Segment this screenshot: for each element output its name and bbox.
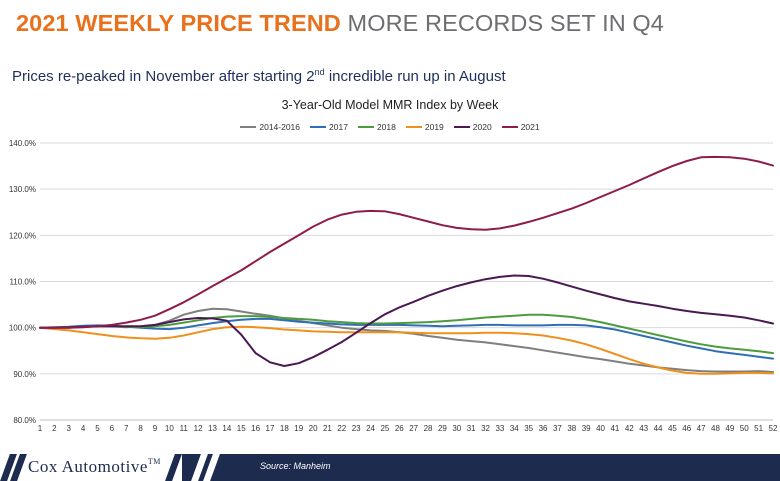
x-tick-label: 16 bbox=[251, 424, 260, 433]
cox-automotive-logo: Cox AutomotiveTM bbox=[0, 454, 182, 481]
series-line-2018 bbox=[39, 313, 774, 355]
x-tick-label: 4 bbox=[81, 424, 86, 433]
y-tick-label: 130.0% bbox=[9, 185, 36, 194]
subtitle-part2: incredible run up in August bbox=[324, 68, 506, 85]
x-tick-label: 45 bbox=[668, 424, 677, 433]
x-tick-label: 26 bbox=[395, 424, 404, 433]
legend-item: 2019 bbox=[405, 122, 444, 132]
x-tick-label: 22 bbox=[337, 424, 346, 433]
legend-label: 2021 bbox=[520, 122, 540, 132]
x-tick-label: 28 bbox=[424, 424, 433, 433]
legend-item: 2020 bbox=[453, 122, 492, 132]
x-tick-label: 10 bbox=[165, 424, 174, 433]
footer-bar: Cox AutomotiveTM Source: Manheim bbox=[0, 454, 780, 481]
x-tick-label: 43 bbox=[639, 424, 648, 433]
chart-legend: 2014-2016 2017 2018 2019 2020 2021 bbox=[0, 122, 780, 132]
legend-item: 2018 bbox=[357, 122, 396, 132]
x-tick-label: 25 bbox=[380, 424, 389, 433]
x-tick-label: 23 bbox=[352, 424, 361, 433]
x-tick-label: 29 bbox=[438, 424, 447, 433]
x-tick-label: 30 bbox=[452, 424, 461, 433]
legend-item: 2014-2016 bbox=[240, 122, 300, 132]
x-tick-label: 33 bbox=[495, 424, 504, 433]
x-tick-label: 15 bbox=[237, 424, 246, 433]
legend-swatch bbox=[310, 126, 327, 128]
x-tick-label: 20 bbox=[309, 424, 318, 433]
x-tick-label: 38 bbox=[567, 424, 576, 433]
legend-item: 2017 bbox=[310, 122, 348, 132]
x-tick-label: 13 bbox=[208, 424, 217, 433]
subtitle-part1: Prices re-peaked in November after start… bbox=[12, 68, 315, 85]
y-tick-label: 110.0% bbox=[9, 278, 36, 287]
x-tick-label: 34 bbox=[510, 424, 519, 433]
logo-wordmark: Cox AutomotiveTM bbox=[28, 457, 161, 477]
x-tick-label: 40 bbox=[596, 424, 605, 433]
legend-swatch bbox=[501, 126, 518, 128]
x-tick-label: 37 bbox=[553, 424, 562, 433]
x-tick-label: 50 bbox=[740, 424, 749, 433]
legend-label: 2019 bbox=[424, 122, 444, 132]
logo-trademark: TM bbox=[147, 457, 161, 466]
legend-swatch bbox=[453, 126, 470, 128]
series-line-2021 bbox=[39, 155, 774, 329]
page-title-rest: MORE RECORDS SET IN Q4 bbox=[347, 10, 664, 36]
x-tick-label: 9 bbox=[153, 424, 158, 433]
page-title: 2021 WEEKLY PRICE TREND MORE RECORDS SET… bbox=[16, 10, 664, 37]
series-line-2017 bbox=[39, 317, 774, 360]
y-tick-label: 80.0% bbox=[13, 416, 36, 425]
x-tick-label: 32 bbox=[481, 424, 490, 433]
x-tick-label: 3 bbox=[67, 424, 72, 433]
x-tick-label: 41 bbox=[610, 424, 619, 433]
x-tick-label: 39 bbox=[582, 424, 591, 433]
x-tick-label: 18 bbox=[280, 424, 289, 433]
x-tick-label: 7 bbox=[124, 424, 129, 433]
logo-slash-icon bbox=[165, 454, 182, 481]
x-tick-label: 17 bbox=[266, 424, 275, 433]
y-tick-label: 90.0% bbox=[13, 370, 36, 379]
chart-title: 3-Year-Old Model MMR Index by Week bbox=[281, 98, 499, 112]
legend-label: 2018 bbox=[376, 122, 396, 132]
y-tick-label: 100.0% bbox=[9, 324, 36, 333]
series-line-2020 bbox=[39, 274, 774, 367]
x-tick-label: 19 bbox=[294, 424, 303, 433]
x-tick-label: 8 bbox=[138, 424, 143, 433]
page-subtitle: Prices re-peaked in November after start… bbox=[12, 67, 506, 85]
x-tick-label: 24 bbox=[366, 424, 375, 433]
x-tick-label: 6 bbox=[110, 424, 115, 433]
legend-label: 2014-2016 bbox=[259, 122, 301, 132]
x-tick-label: 31 bbox=[467, 424, 476, 433]
x-tick-label: 46 bbox=[682, 424, 691, 433]
x-tick-label: 51 bbox=[754, 424, 763, 433]
x-tick-label: 14 bbox=[222, 424, 231, 433]
logo-text: Cox Automotive bbox=[28, 457, 148, 476]
series-line-2019 bbox=[39, 325, 774, 375]
legend-label: 2017 bbox=[329, 122, 348, 132]
legend-swatch bbox=[240, 126, 257, 128]
legend-item: 2021 bbox=[501, 122, 540, 132]
x-tick-label: 52 bbox=[769, 424, 778, 433]
y-tick-label: 140.0% bbox=[9, 139, 36, 148]
x-tick-label: 27 bbox=[409, 424, 418, 433]
x-tick-label: 12 bbox=[194, 424, 203, 433]
x-tick-label: 11 bbox=[180, 424, 189, 433]
x-tick-label: 2 bbox=[52, 424, 57, 433]
subtitle-superscript: nd bbox=[314, 67, 325, 77]
x-tick-label: 1 bbox=[38, 424, 43, 433]
x-tick-label: 21 bbox=[323, 424, 332, 433]
legend-swatch bbox=[357, 126, 374, 128]
x-tick-label: 44 bbox=[654, 424, 663, 433]
y-tick-label: 120.0% bbox=[9, 231, 36, 240]
x-tick-label: 47 bbox=[697, 424, 706, 433]
legend-label: 2020 bbox=[472, 122, 492, 132]
x-tick-label: 5 bbox=[95, 424, 100, 433]
x-tick-label: 42 bbox=[625, 424, 634, 433]
x-tick-label: 35 bbox=[524, 424, 533, 433]
x-tick-label: 36 bbox=[539, 424, 548, 433]
x-tick-label: 48 bbox=[711, 424, 720, 433]
page-title-highlight: 2021 WEEKLY PRICE TREND bbox=[16, 10, 341, 36]
x-tick-label: 49 bbox=[725, 424, 734, 433]
source-note: Source: Manheim bbox=[260, 461, 331, 471]
legend-swatch bbox=[405, 126, 422, 128]
